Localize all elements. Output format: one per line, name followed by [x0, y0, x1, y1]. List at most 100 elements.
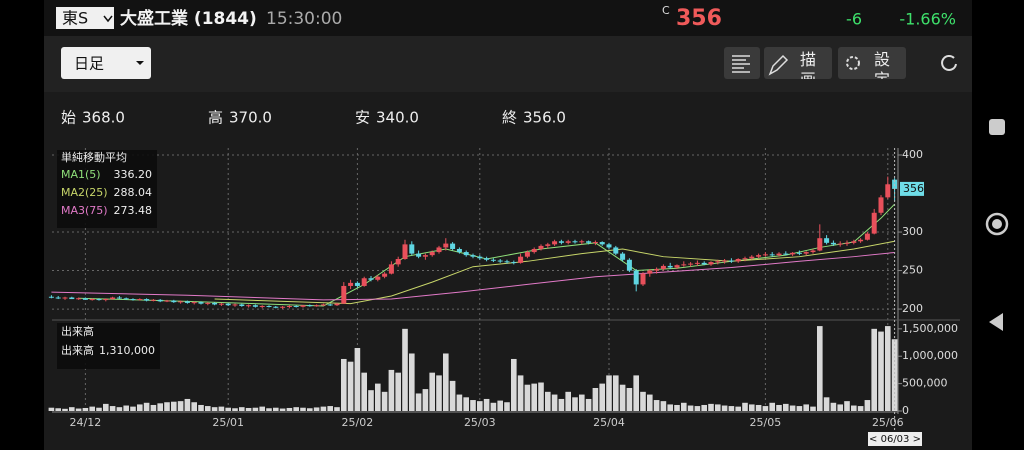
settings-button[interactable] — [838, 47, 906, 79]
candle-body — [858, 239, 864, 242]
candle-body — [626, 259, 632, 271]
candle-body — [572, 241, 578, 243]
candle-body — [708, 262, 714, 265]
candle-body — [790, 252, 796, 255]
candle-body — [477, 256, 483, 259]
candle-body — [824, 238, 830, 243]
volume-bar — [381, 391, 388, 411]
volume-bar — [592, 387, 599, 411]
dropdown-icon — [103, 15, 113, 23]
candle-body — [728, 260, 734, 262]
list-button[interactable] — [724, 47, 760, 79]
candle-body — [497, 260, 503, 262]
ma-legend-value: 273.48 — [114, 204, 153, 217]
v-tick-label: 1,000,000 — [902, 349, 958, 362]
draw-button[interactable] — [764, 47, 832, 79]
candle-body — [191, 302, 197, 304]
volume-bar — [327, 406, 333, 411]
candle-body — [660, 265, 666, 270]
volume-bar — [585, 398, 592, 411]
candle-body — [851, 241, 857, 243]
ma-legend-box — [57, 150, 157, 228]
volume-bar — [456, 394, 463, 411]
button-label-char: 定 — [874, 70, 890, 89]
volume-bar — [721, 405, 728, 411]
candle-body — [225, 303, 231, 306]
ohlc-label: 安 — [355, 109, 370, 127]
volume-bar — [150, 404, 157, 411]
volume-bar — [245, 407, 252, 411]
settings-label: 設定 — [874, 50, 890, 89]
volume-bar — [320, 406, 327, 411]
v-tick-label: 0 — [902, 404, 909, 417]
candle-body — [756, 255, 762, 257]
volume-bar — [184, 398, 191, 411]
volume-bar — [891, 339, 898, 411]
plot: 始 368.0 高 370.0 安 340.0 終 356.0 24/12 25/01 25/02 2… — [48, 109, 960, 446]
volume-bar — [531, 383, 537, 411]
candle-body — [518, 256, 524, 263]
candle-body — [817, 238, 823, 251]
volume-bar — [402, 328, 408, 411]
v-tick-label: 1,500,000 — [902, 322, 958, 335]
candle-body — [620, 253, 626, 260]
candle-body — [579, 241, 585, 243]
volume-bar — [211, 407, 218, 411]
volume-bar — [252, 407, 259, 411]
candle-body — [504, 261, 510, 263]
volume-bar — [375, 383, 381, 411]
x-tick-label: 24/12 — [70, 416, 102, 429]
volume-bar — [694, 406, 701, 411]
volume-bar — [558, 398, 565, 411]
ohlc-label: 終 — [502, 109, 517, 127]
candle-body — [273, 306, 279, 308]
volume-bar — [626, 387, 633, 411]
volume-bar — [783, 403, 789, 411]
candle-body — [354, 282, 360, 286]
candle-body — [205, 302, 211, 304]
volume-bar — [647, 394, 653, 411]
candle-body — [837, 243, 843, 245]
candle-body — [409, 244, 415, 254]
volume-bar — [347, 361, 354, 411]
home-button[interactable] — [985, 212, 1009, 236]
volume-bar — [62, 408, 68, 411]
candle-body — [694, 262, 700, 264]
volume-bar — [735, 406, 741, 411]
market-box[interactable] — [56, 7, 114, 29]
candle-body — [320, 304, 326, 306]
recents-button[interactable] — [989, 119, 1005, 135]
gear-icon — [846, 56, 860, 70]
volume-bar — [517, 375, 524, 411]
volume-bar — [613, 375, 619, 411]
volume-bar — [524, 384, 531, 411]
ma-legend-name: MA2(25) — [61, 186, 108, 199]
y-tick-label: 300 — [902, 225, 923, 238]
candle-body — [803, 252, 809, 254]
x-tick-label: 25/02 — [342, 416, 374, 429]
ma-line — [214, 240, 895, 305]
volume-bar — [830, 402, 837, 411]
candle-body — [293, 305, 299, 307]
volume-bar — [449, 380, 456, 411]
y-tick-label: 400 — [902, 148, 923, 161]
refresh-icon[interactable] — [941, 55, 957, 71]
candle-body — [830, 242, 836, 245]
volume-bar — [116, 407, 123, 411]
candle-body — [722, 260, 728, 262]
period-select[interactable] — [61, 47, 151, 79]
back-button[interactable] — [989, 313, 1003, 331]
volume-legend-name: 出来高 — [61, 343, 94, 357]
volume-bar — [225, 407, 231, 411]
candle-body — [443, 243, 449, 248]
candle-body — [144, 299, 150, 301]
volume-bar — [674, 404, 680, 411]
volume-bar — [497, 400, 503, 411]
candle-body — [259, 305, 265, 307]
x-tick-label: 25/03 — [464, 416, 496, 429]
candle-body — [69, 297, 75, 300]
period: 日足 — [74, 55, 104, 73]
candle-body — [239, 304, 245, 306]
